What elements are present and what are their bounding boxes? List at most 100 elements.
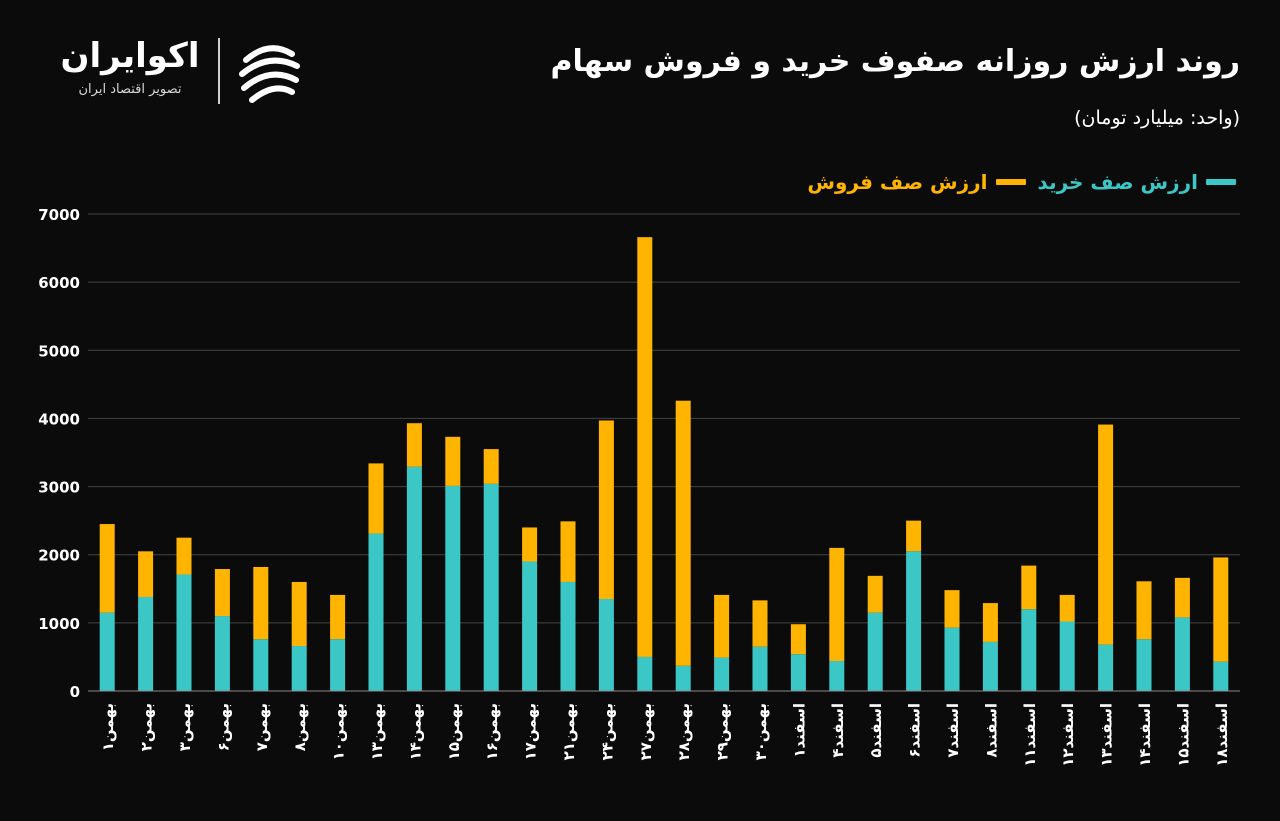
bar-sell: [483, 449, 499, 484]
bar-sell: [867, 575, 883, 613]
bar-buy: [1098, 644, 1114, 691]
brand-divider: [218, 38, 220, 104]
x-tick-label: بهمن۶: [214, 703, 232, 751]
bar-buy: [1021, 609, 1037, 691]
x-tick-label: بهمن۲۷: [637, 703, 655, 760]
x-tick-label: اسفند۱: [790, 703, 808, 758]
bar-sell: [253, 566, 269, 640]
bar-buy: [637, 656, 653, 691]
bar-buy: [1213, 661, 1229, 691]
bar-buy: [214, 616, 230, 691]
x-tick-label: اسفند۱۳: [1098, 703, 1116, 767]
bar-sell: [176, 537, 192, 575]
ecoiran-logo-icon: [239, 45, 300, 103]
y-tick-label: 6000: [38, 274, 80, 292]
bar-buy: [829, 661, 845, 691]
x-tick-label: اسفند۶: [906, 703, 924, 758]
brand-logo: اکوایران تصویر اقتصاد ایران: [50, 36, 310, 111]
bar-buy: [675, 665, 691, 691]
x-tick-label: اسفند۷: [944, 703, 962, 758]
bar-buy: [368, 533, 384, 691]
bar-buy: [867, 612, 883, 691]
y-tick-label: 5000: [38, 342, 80, 360]
bar-buy: [598, 599, 614, 691]
x-tick-label: بهمن۸: [291, 703, 309, 751]
bar-sell: [291, 581, 307, 647]
bar-sell: [982, 603, 998, 642]
bar-sell: [1174, 577, 1190, 618]
legend-swatch-buy: [1206, 179, 1236, 185]
bar-sell: [1098, 424, 1114, 645]
x-tick-label: بهمن۱۴: [406, 703, 424, 760]
bar-buy: [1136, 639, 1152, 691]
y-tick-label: 2000: [38, 547, 80, 565]
bar-buy: [1174, 617, 1190, 691]
x-tick-label: اسفند۱۱: [1021, 703, 1039, 767]
bar-buy: [944, 627, 960, 691]
bar-buy: [330, 639, 346, 691]
bar-sell: [445, 436, 461, 486]
x-tick-label: بهمن۲۸: [675, 703, 693, 760]
bar-sell: [906, 520, 922, 552]
chart-title: روند ارزش روزانه صفوف خرید و فروش سهام: [550, 44, 1240, 79]
bar-sell: [752, 600, 768, 647]
bar-sell: [1213, 557, 1229, 662]
x-tick-label: بهمن۲۱: [560, 703, 578, 760]
bar-sell: [829, 547, 845, 662]
x-tick-label: اسفند۴: [829, 703, 847, 758]
bar-sell: [598, 420, 614, 600]
bar-buy: [790, 654, 806, 691]
x-tick-label: بهمن۱۷: [522, 703, 540, 760]
x-tick-label: بهمن۳۰: [752, 703, 770, 760]
bar-buy: [445, 485, 461, 691]
bars-layer: [99, 237, 1229, 691]
bar-sell: [560, 521, 576, 582]
bar-sell: [99, 524, 115, 613]
x-tick-label: اسفند۱۲: [1059, 703, 1077, 767]
bar-sell: [406, 423, 422, 467]
x-tick-label: بهمن۷: [253, 703, 271, 751]
bar-sell: [714, 594, 730, 658]
bar-buy: [752, 646, 768, 691]
bar-sell: [138, 551, 154, 597]
bar-buy: [138, 596, 154, 691]
legend: ارزش صف خرید ارزش صف فروش: [807, 170, 1236, 194]
bar-sell: [522, 527, 538, 562]
y-axis-ticks: 0 1000 2000 3000 4000 5000 6000 7000: [38, 206, 80, 701]
bar-buy: [176, 574, 192, 691]
bar-sell: [330, 594, 346, 640]
bar-sell: [790, 624, 806, 655]
y-tick-label: 3000: [38, 479, 80, 497]
bar-sell: [214, 569, 230, 617]
bar-buy: [291, 646, 307, 691]
bar-buy: [99, 612, 115, 691]
legend-swatch-sell: [995, 179, 1026, 185]
x-tick-label: بهمن۲۴: [598, 703, 616, 760]
bar-buy: [1059, 621, 1075, 691]
brand-tagline: تصویر اقتصاد ایران: [78, 82, 182, 97]
x-tick-label: اسفند۱۵: [1174, 703, 1192, 767]
y-tick-label: 1000: [38, 615, 80, 633]
y-tick-label: 7000: [38, 206, 80, 224]
legend-label-buy: ارزش صف خرید: [1037, 170, 1198, 194]
bar-sell: [675, 400, 691, 666]
x-tick-label: بهمن۲: [138, 703, 156, 751]
legend-label-sell: ارزش صف فروش: [807, 170, 988, 194]
bar-sell: [368, 463, 384, 534]
bar-buy: [483, 483, 499, 691]
x-tick-label: بهمن۱۰: [330, 703, 348, 760]
bar-sell: [1021, 565, 1037, 610]
bar-buy: [253, 639, 269, 691]
bar-buy: [906, 551, 922, 691]
x-tick-label: اسفند۱۸: [1213, 703, 1231, 767]
legend-item-sell: ارزش صف فروش: [807, 170, 1026, 194]
x-axis-ticks: بهمن۱ بهمن۲ بهمن۳ بهمن۶ بهمن۷ بهمن۸ بهمن۱۰ بهمن…: [99, 703, 1231, 767]
x-tick-label: بهمن۱۳: [368, 703, 386, 760]
x-tick-label: اسفند۸: [982, 703, 1000, 758]
bar-buy: [560, 581, 576, 691]
bar-buy: [982, 641, 998, 691]
x-tick-label: بهمن۳: [176, 703, 194, 751]
bar-buy: [406, 466, 422, 691]
x-tick-label: بهمن۱۵: [445, 703, 463, 760]
x-tick-label: اسفند۵: [867, 703, 885, 758]
